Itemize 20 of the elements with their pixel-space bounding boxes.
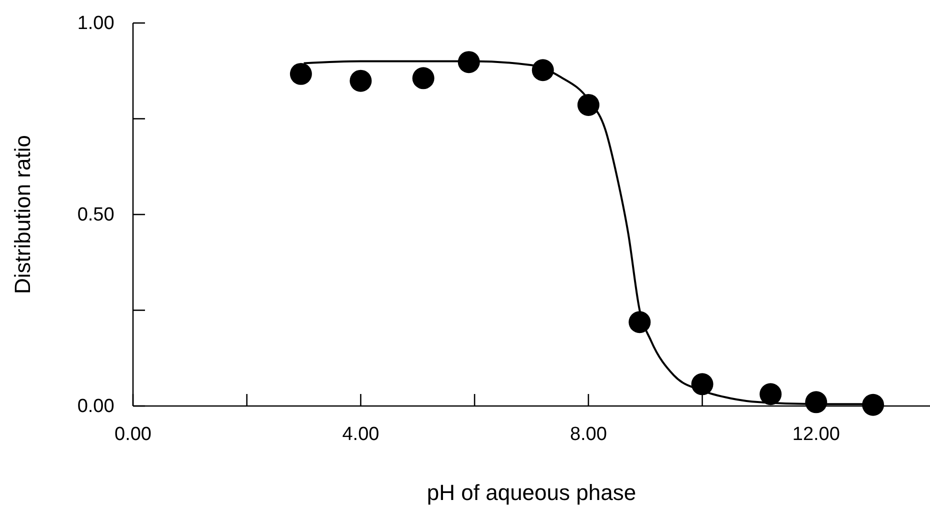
x-tick-label: 8.00 <box>570 424 607 445</box>
y-tick-label: 0.00 <box>77 396 114 418</box>
point <box>805 391 828 414</box>
point <box>532 59 554 82</box>
point <box>577 94 600 116</box>
x-tick-label: 0.00 <box>114 424 152 445</box>
point <box>691 373 714 396</box>
x-axis-title: pH of aqueous phase <box>426 480 636 505</box>
point <box>412 67 434 90</box>
point <box>628 311 651 334</box>
x-tick-label: 12.00 <box>792 424 840 445</box>
x-tick-label: 4.00 <box>342 424 380 445</box>
y-tick-label: 1.00 <box>77 13 114 34</box>
point <box>350 70 372 92</box>
y-tick-label: 0.50 <box>77 204 114 226</box>
point <box>290 62 312 85</box>
point <box>458 51 480 74</box>
y-axis-title: Distribution ratio <box>10 135 35 294</box>
point <box>760 383 782 406</box>
point <box>862 394 884 416</box>
